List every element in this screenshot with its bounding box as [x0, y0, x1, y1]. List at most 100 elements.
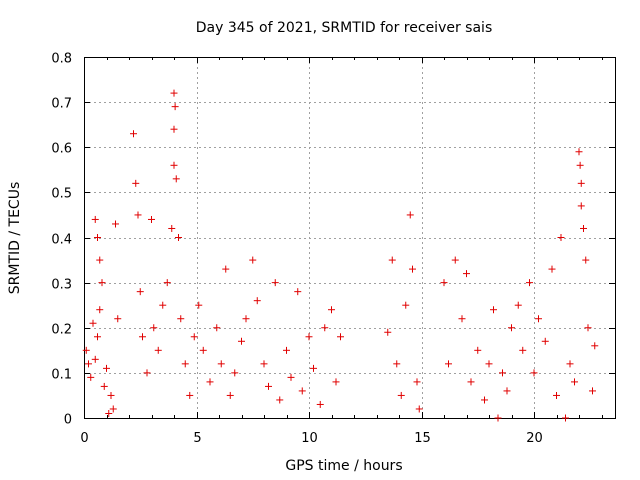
data-point	[238, 337, 245, 345]
data-point	[321, 324, 329, 332]
data-point	[150, 324, 158, 332]
data-point	[105, 409, 113, 417]
data-point	[577, 179, 585, 187]
data-point	[310, 364, 317, 372]
data-point	[103, 364, 110, 372]
data-point	[186, 391, 194, 399]
data-point	[139, 333, 146, 341]
data-point	[242, 315, 250, 323]
data-point	[206, 378, 214, 386]
data-point	[226, 391, 234, 399]
data-point	[576, 161, 584, 169]
data-point	[134, 211, 142, 219]
data-point	[82, 346, 90, 354]
data-point	[271, 279, 279, 287]
data-point	[316, 400, 324, 408]
data-point	[577, 202, 585, 210]
data-point	[222, 265, 230, 273]
data-point	[132, 179, 140, 187]
data-point	[170, 125, 178, 133]
grid-lines	[84, 57, 615, 418]
x-tick-label: 5	[193, 431, 201, 446]
data-point	[253, 297, 261, 305]
data-point	[384, 328, 392, 336]
data-point	[514, 301, 522, 309]
data-point	[190, 333, 198, 341]
data-point	[566, 360, 574, 368]
data-point	[283, 346, 290, 354]
data-point	[96, 306, 104, 314]
data-point	[557, 234, 565, 241]
data-point	[298, 387, 306, 395]
data-point	[541, 337, 549, 345]
data-point	[249, 256, 257, 264]
data-point	[276, 396, 284, 404]
data-point	[575, 148, 583, 156]
data-point	[582, 256, 590, 264]
data-point	[503, 387, 511, 395]
data-point	[199, 346, 207, 354]
data-point	[91, 355, 99, 363]
data-point	[571, 378, 578, 386]
chart-title: Day 345 of 2021, SRMTID for receiver sai…	[196, 20, 492, 36]
y-tick-label: 0.7	[51, 97, 72, 112]
data-point	[409, 265, 416, 273]
data-point	[87, 373, 95, 381]
data-point	[287, 373, 295, 381]
data-point	[337, 333, 344, 341]
data-point	[195, 301, 203, 309]
data-point	[580, 224, 587, 232]
data-point	[109, 405, 117, 413]
data-point	[474, 346, 482, 354]
data-point	[177, 315, 185, 323]
data-point	[143, 369, 151, 377]
y-tick-label: 0.5	[51, 187, 72, 202]
x-tick-label: 15	[414, 431, 431, 446]
axis-ticks	[84, 57, 615, 419]
data-point	[168, 224, 176, 232]
data-point	[89, 319, 97, 327]
data-point	[231, 369, 239, 377]
y-tick-label: 0.6	[51, 142, 72, 157]
data-point	[107, 391, 115, 399]
data-point	[458, 315, 466, 323]
data-point	[91, 215, 99, 223]
data-point	[463, 270, 470, 278]
data-point	[485, 360, 493, 368]
data-point	[96, 256, 104, 264]
data-point	[526, 279, 533, 287]
data-point	[213, 324, 221, 332]
x-tick-label: 10	[301, 431, 318, 446]
data-point	[294, 288, 302, 296]
data-point	[94, 234, 101, 241]
data-point	[499, 369, 506, 377]
axis-tick-labels: 0 5 10 15 20 0 0.1 0.2 0.3 0.4 0.5 0.6 0.7 0.8	[51, 52, 542, 447]
data-point	[481, 396, 488, 404]
data-point	[413, 378, 421, 386]
y-tick-label: 0.1	[51, 368, 72, 383]
data-point	[98, 279, 106, 287]
data-point	[136, 288, 144, 296]
data-point	[494, 414, 502, 422]
data-point	[445, 360, 452, 368]
y-tick-label: 0.3	[51, 278, 72, 293]
y-tick-label: 0.2	[51, 323, 72, 338]
data-point	[217, 360, 225, 368]
data-point	[112, 220, 119, 228]
data-point	[584, 324, 592, 332]
data-point	[393, 360, 401, 368]
data-point	[591, 342, 599, 350]
x-tick-label: 0	[80, 431, 88, 446]
x-tick-label: 20	[526, 431, 543, 446]
data-points	[82, 89, 599, 422]
data-point	[171, 103, 179, 111]
data-point	[265, 382, 272, 390]
data-point	[402, 301, 410, 309]
data-point	[175, 234, 182, 241]
data-point	[589, 387, 596, 395]
data-point	[562, 414, 569, 422]
data-point	[530, 369, 538, 377]
data-point	[388, 256, 396, 264]
data-point	[451, 256, 459, 264]
